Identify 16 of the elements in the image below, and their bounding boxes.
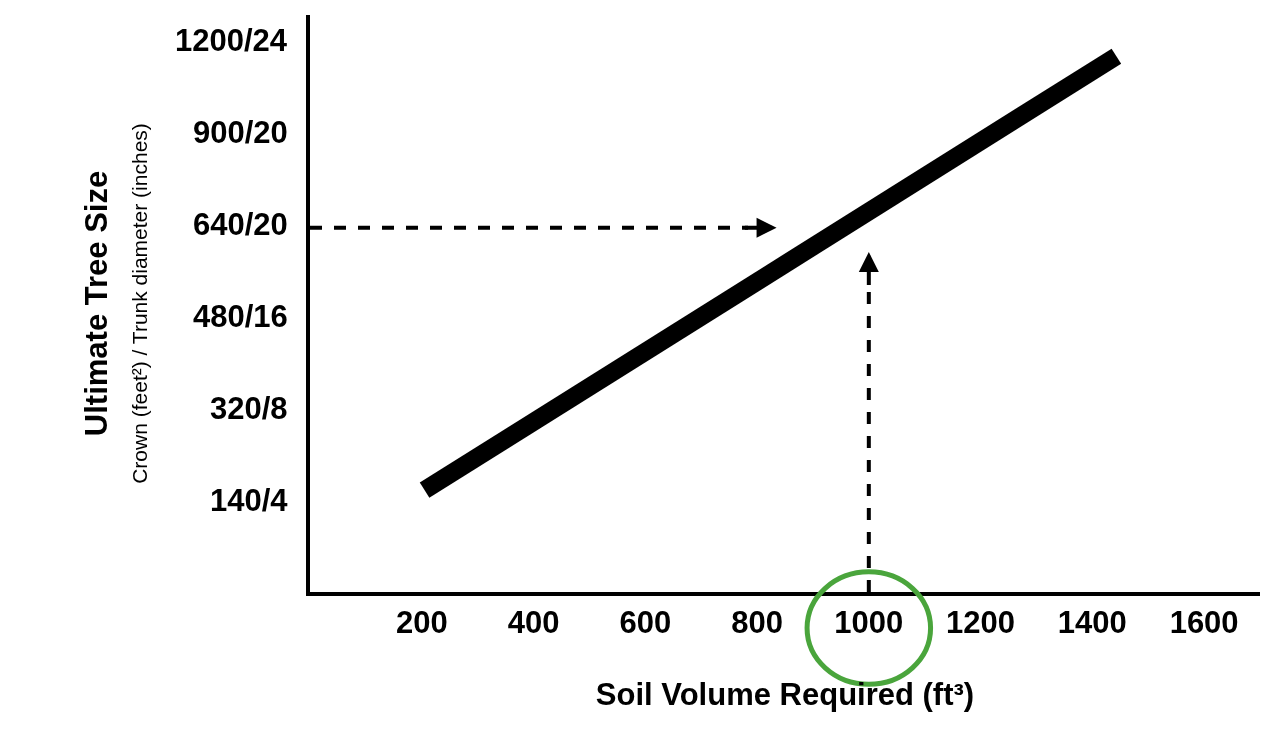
x-axis-title: Soil Volume Required (ft³): [595, 676, 975, 712]
text: 1200/24: [175, 23, 288, 58]
x-tick-label: 800: [731, 605, 783, 641]
text: 320/8: [210, 391, 288, 426]
x-tick-label: 400: [507, 605, 560, 641]
x-tick-label: 1200: [946, 605, 1016, 641]
y-axis-title: Ultimate Tree Size Crown (feet²) / Trunk diameter (inches): [78, 123, 152, 484]
text: 140/4: [210, 483, 289, 518]
x-tick-label: 200: [395, 605, 448, 641]
x-tick-label: 600: [619, 605, 672, 641]
x-tick-label: 1600: [1169, 605, 1239, 641]
x-tick-label: 1400: [1057, 605, 1127, 641]
text: 640/20: [193, 207, 288, 242]
text: 480/16: [193, 299, 288, 334]
x-tick-label: 1000: [834, 605, 904, 641]
text: 900/20: [193, 115, 288, 150]
